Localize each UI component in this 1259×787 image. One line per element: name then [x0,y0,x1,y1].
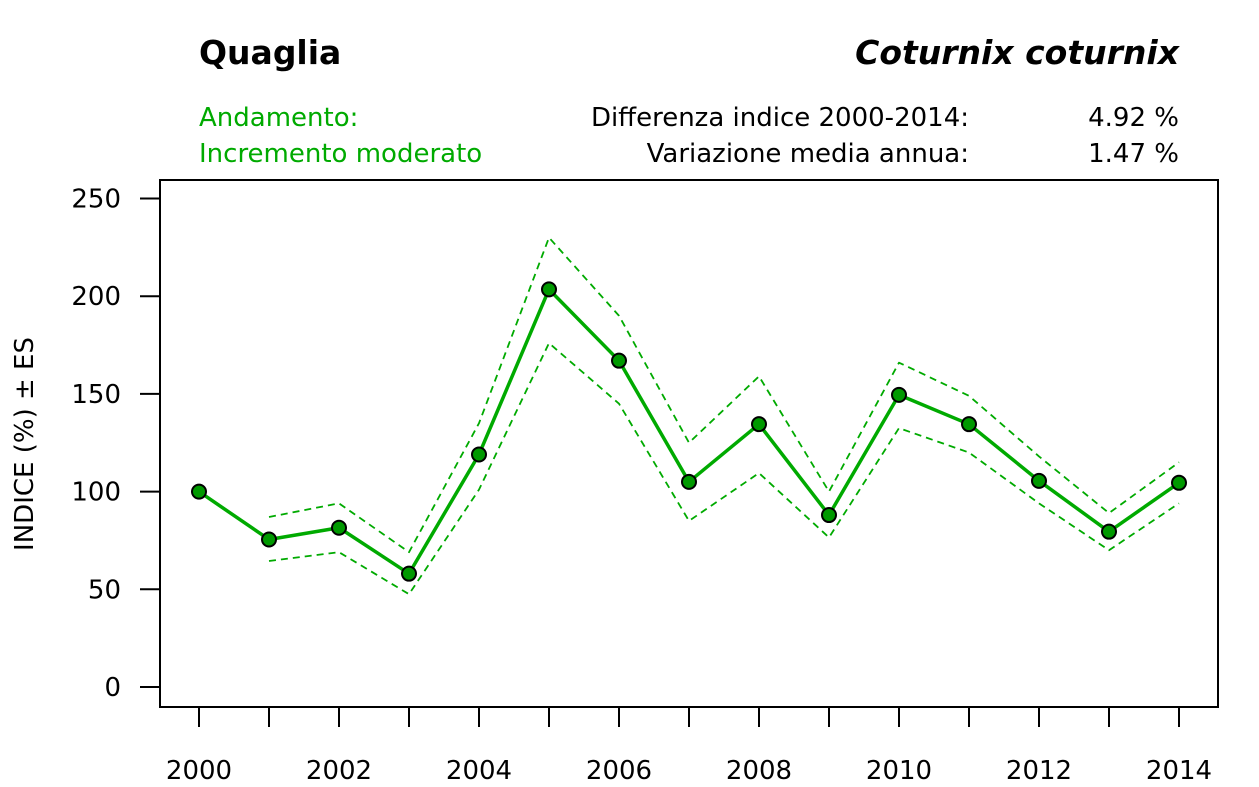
x-tick-label: 2010 [866,756,932,786]
index-point [471,446,487,463]
x-tick-label: 2000 [166,756,232,786]
x-tick-label: 2014 [1146,756,1212,786]
index-point [401,565,417,582]
index-point [681,473,697,490]
index-difference-label: Differenza indice 2000-2014: [590,103,969,133]
y-tick-label: 0 [104,673,121,703]
x-tick-label: 2006 [586,756,652,786]
x-tick-label: 2004 [446,756,512,786]
x-tick-label: 2002 [306,756,372,786]
species-common-name: Quaglia [199,33,342,72]
index-point [891,386,907,403]
index-difference-value: 4.92 % [1088,103,1179,133]
trend-value: Incremento moderato [199,139,483,169]
x-tick-label: 2008 [726,756,792,786]
index-point [751,416,767,433]
annual-variation-value: 1.47 % [1088,139,1179,169]
upper-error-line [268,236,1180,554]
y-tick-label: 150 [71,380,121,410]
annual-variation-label: Variazione media annua: [646,139,969,169]
index-point [821,507,837,524]
y-tick-label: 50 [88,575,121,605]
species-latin-name: Coturnix coturnix [855,33,1179,72]
index-point [191,483,207,500]
index-point [1101,523,1117,540]
index-point [541,281,557,298]
plot-frame [159,179,1219,708]
index-point [961,416,977,433]
y-tick-label: 100 [71,478,121,508]
y-tick-label: 200 [71,282,121,312]
y-axis-label: INDICE (%) ± ES [10,337,40,551]
lower-error-line [268,342,1180,596]
index-point [1171,474,1187,491]
y-axis: 0 50 100 150 200 250 [71,185,160,703]
index-point [611,352,627,369]
index-point [1031,472,1047,489]
series-layer [198,236,1181,596]
x-tick-label: 2012 [1006,756,1072,786]
x-axis: 2000 2002 2004 2006 2008 2010 2012 2014 [166,707,1212,786]
trend-label: Andamento: [199,103,359,133]
y-tick-label: 250 [71,185,121,215]
index-point [261,531,277,548]
marker-layer [191,281,1187,582]
index-point [331,519,347,536]
